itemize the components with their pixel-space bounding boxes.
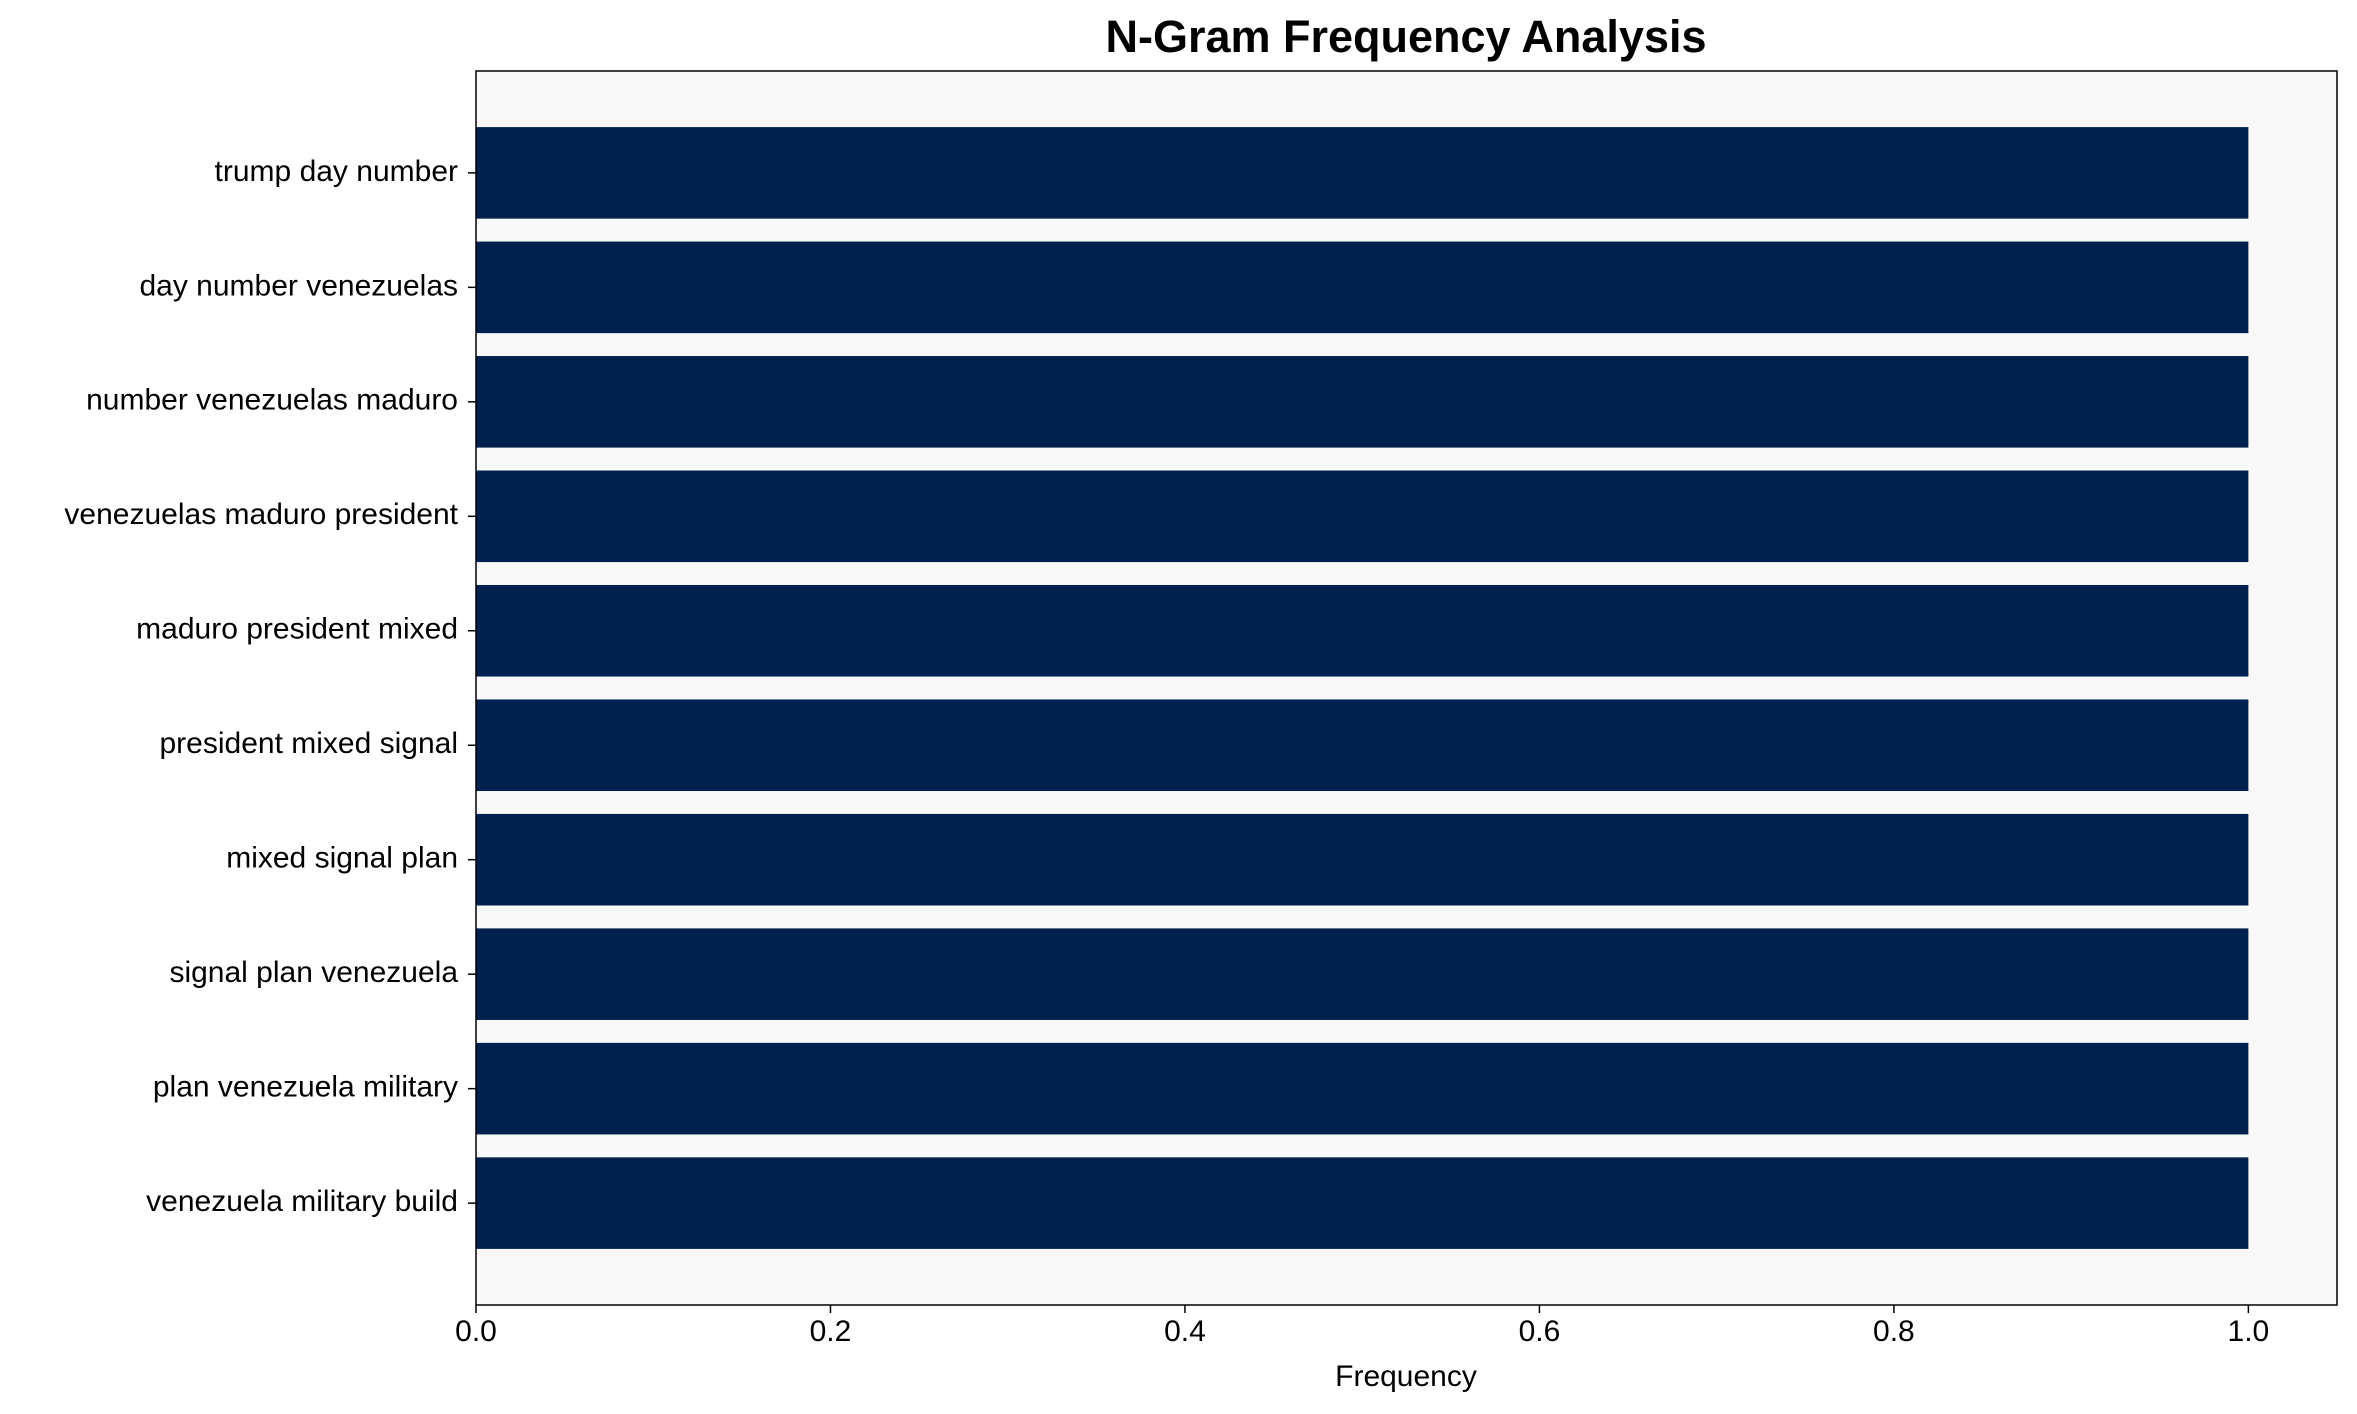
x-tick-label: 0.0 [455, 1315, 497, 1348]
y-tick-label: maduro president mixed [136, 613, 458, 646]
bar [476, 1042, 2249, 1135]
bar [476, 813, 2249, 906]
y-tick-label: venezuela military build [146, 1185, 458, 1218]
y-tick-label: president mixed signal [160, 727, 459, 760]
y-tick-label: number venezuelas maduro [86, 384, 458, 417]
bar [476, 584, 2249, 677]
y-tick-label: trump day number [215, 155, 458, 188]
bar [476, 356, 2249, 448]
x-tick-label: 0.2 [810, 1315, 852, 1348]
bar [476, 241, 2249, 334]
y-tick-label: day number venezuelas [139, 269, 458, 302]
x-tick-label: 0.8 [1873, 1315, 1915, 1348]
bar [476, 928, 2249, 1020]
y-tick-label: plan venezuela military [153, 1071, 458, 1104]
x-tick-label: 1.0 [2228, 1315, 2270, 1348]
bar [476, 470, 2249, 563]
plot-frame [475, 70, 2338, 1306]
y-tick-label: venezuelas maduro president [64, 498, 458, 531]
y-tick-label: mixed signal plan [226, 842, 458, 875]
bar [476, 1157, 2249, 1249]
x-tick-label: 0.4 [1164, 1315, 1206, 1348]
bar [476, 127, 2249, 219]
x-axis-label: Frequency [1335, 1360, 1477, 1393]
y-tick-label: signal plan venezuela [169, 956, 458, 989]
chart-title: N-Gram Frequency Analysis [1105, 11, 1706, 62]
bar [476, 699, 2249, 792]
x-tick-label: 0.6 [1519, 1315, 1561, 1348]
